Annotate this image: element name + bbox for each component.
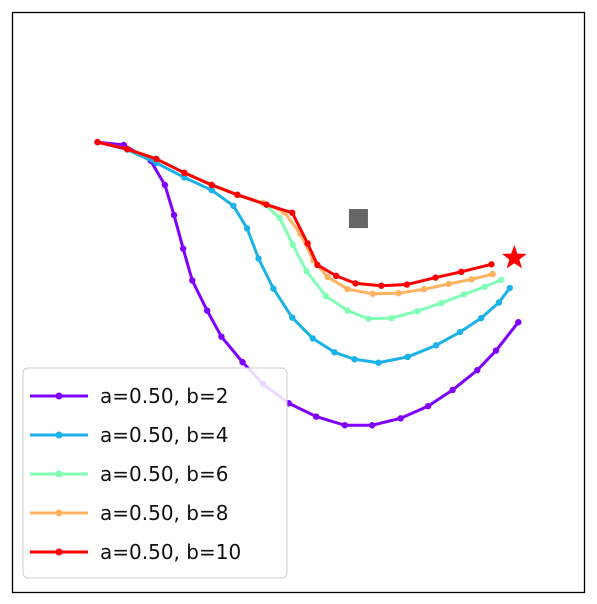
data-point-a-0-50-b-2-9 bbox=[239, 358, 246, 366]
data-point-a-0-50-b-2-15 bbox=[397, 415, 404, 422]
data-point-a-0-50-b-10-4 bbox=[208, 181, 215, 189]
data-point-a-0-50-b-2-4 bbox=[170, 211, 178, 219]
legend-entry: a=0.50, b=10 bbox=[30, 540, 241, 564]
data-point-a-0-50-b-4-5 bbox=[230, 202, 237, 210]
data-point-a-0-50-b-6-16 bbox=[460, 291, 468, 298]
data-point-a-0-50-b-8-10 bbox=[324, 273, 331, 281]
data-point-a-0-50-b-10-10 bbox=[332, 272, 340, 280]
data-point-a-0-50-b-10-11 bbox=[352, 280, 359, 287]
data-point-a-0-50-b-4-3 bbox=[181, 174, 188, 181]
data-point-a-0-50-b-4-11 bbox=[331, 349, 338, 356]
data-point-a-0-50-b-10-13 bbox=[403, 281, 411, 288]
data-point-a-0-50-b-6-14 bbox=[414, 307, 421, 315]
obstacle-square-marker bbox=[348, 209, 368, 229]
data-point-a-0-50-b-2-7 bbox=[203, 307, 211, 314]
data-point-a-0-50-b-2-20 bbox=[515, 318, 522, 326]
legend-label-a050-b4: a=0.50, b=4 bbox=[100, 423, 228, 447]
data-point-a-0-50-b-4-19 bbox=[506, 284, 513, 292]
legend-entry: a=0.50, b=4 bbox=[30, 423, 228, 447]
data-point-a-0-50-b-2-16 bbox=[424, 402, 432, 410]
data-point-a-0-50-b-4-12 bbox=[351, 356, 358, 363]
data-point-a-0-50-b-2-19 bbox=[492, 347, 500, 354]
data-point-a-0-50-b-10-16 bbox=[488, 261, 495, 268]
legend-box bbox=[22, 367, 288, 579]
data-point-a-0-50-b-6-9 bbox=[303, 268, 310, 275]
data-point-a-0-50-b-10-6 bbox=[263, 201, 270, 208]
data-point-a-0-50-b-8-11 bbox=[344, 285, 351, 293]
data-point-a-0-50-b-6-11 bbox=[344, 307, 351, 314]
data-point-a-0-50-b-4-16 bbox=[456, 328, 464, 336]
data-point-a-0-50-b-6-15 bbox=[438, 299, 445, 307]
data-point-a-0-50-b-10-2 bbox=[153, 155, 160, 163]
data-point-a-0-50-b-8-12 bbox=[369, 290, 376, 298]
data-point-a-0-50-b-4-17 bbox=[478, 314, 485, 322]
data-point-a-0-50-b-10-5 bbox=[234, 191, 241, 199]
data-point-a-0-50-b-10-0 bbox=[94, 138, 101, 146]
data-point-a-0-50-b-2-14 bbox=[368, 422, 376, 429]
data-point-a-0-50-b-4-18 bbox=[495, 299, 503, 306]
data-point-a-0-50-b-4-8 bbox=[270, 285, 277, 292]
data-point-a-0-50-b-10-12 bbox=[378, 282, 385, 289]
data-point-a-0-50-b-4-13 bbox=[375, 359, 382, 366]
legend-label-a050-b2: a=0.50, b=2 bbox=[100, 384, 228, 408]
data-point-a-0-50-b-10-8 bbox=[304, 240, 311, 247]
data-point-a-0-50-b-4-14 bbox=[404, 353, 411, 361]
legend-marker-a050-b10 bbox=[55, 548, 63, 556]
data-point-a-0-50-b-2-5 bbox=[179, 245, 187, 252]
legend: a=0.50, b=2 a=0.50, b=4 a=0.50, b=6 a=0.… bbox=[22, 367, 288, 579]
data-point-a-0-50-b-10-14 bbox=[432, 274, 439, 281]
data-point-a-0-50-b-2-18 bbox=[474, 367, 481, 374]
series-line-a-0-50-b-4 bbox=[97, 140, 511, 365]
data-point-a-0-50-b-10-7 bbox=[289, 209, 296, 216]
data-point-a-0-50-b-2-3 bbox=[161, 181, 169, 189]
data-point-a-0-50-b-2-12 bbox=[313, 413, 320, 420]
data-point-a-0-50-b-6-10 bbox=[322, 292, 330, 300]
data-point-a-0-50-b-2-8 bbox=[218, 333, 225, 340]
legend-entry: a=0.50, b=6 bbox=[30, 462, 228, 486]
data-point-a-0-50-b-4-4 bbox=[208, 186, 215, 194]
legend-marker-a050-b8 bbox=[55, 509, 63, 517]
data-point-a-0-50-b-6-18 bbox=[498, 276, 505, 284]
data-point-a-0-50-b-6-8 bbox=[289, 241, 296, 248]
data-point-a-0-50-b-4-9 bbox=[289, 314, 296, 321]
legend-marker-a050-b6 bbox=[55, 470, 63, 478]
data-point-a-0-50-b-4-6 bbox=[243, 225, 251, 232]
legend-marker-a050-b2 bbox=[55, 392, 63, 400]
legend-label-a050-b6: a=0.50, b=6 bbox=[100, 462, 228, 486]
legend-label-a050-b8: a=0.50, b=8 bbox=[100, 501, 228, 525]
data-point-a-0-50-b-10-9 bbox=[314, 261, 321, 269]
data-point-a-0-50-b-4-15 bbox=[432, 342, 440, 349]
data-point-a-0-50-b-6-12 bbox=[364, 315, 372, 322]
data-point-a-0-50-b-10-1 bbox=[124, 145, 131, 153]
legend-label-a050-b10: a=0.50, b=10 bbox=[100, 540, 241, 564]
data-point-a-0-50-b-4-10 bbox=[309, 335, 316, 342]
data-point-a-0-50-b-6-17 bbox=[481, 283, 488, 291]
data-point-a-0-50-b-10-15 bbox=[458, 268, 465, 276]
data-point-a-0-50-b-2-6 bbox=[189, 277, 196, 284]
data-point-a-0-50-b-8-16 bbox=[468, 276, 475, 283]
data-point-a-0-50-b-8-14 bbox=[420, 285, 428, 293]
data-point-a-0-50-b-6-13 bbox=[388, 314, 395, 322]
data-point-a-0-50-b-4-7 bbox=[255, 255, 262, 262]
data-point-a-0-50-b-6-7 bbox=[276, 214, 283, 222]
legend-entry: a=0.50, b=2 bbox=[30, 384, 228, 408]
data-point-a-0-50-b-2-17 bbox=[449, 386, 456, 394]
data-point-a-0-50-b-2-13 bbox=[341, 422, 348, 429]
data-point-a-0-50-b-8-17 bbox=[489, 270, 496, 278]
data-point-a-0-50-b-8-15 bbox=[445, 280, 452, 288]
data-point-a-0-50-b-8-13 bbox=[395, 290, 402, 297]
data-point-a-0-50-b-10-3 bbox=[181, 169, 188, 177]
legend-marker-a050-b4 bbox=[55, 431, 63, 439]
legend-entry: a=0.50, b=8 bbox=[30, 501, 228, 525]
markers-layer bbox=[348, 209, 527, 269]
goal-star-marker bbox=[501, 244, 527, 269]
